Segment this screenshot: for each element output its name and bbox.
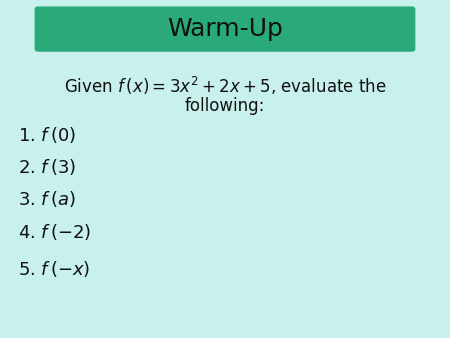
Text: 2. $f\,(3)$: 2. $f\,(3)$ [18,157,76,177]
FancyBboxPatch shape [35,6,415,52]
Text: 4. $f\,(-2)$: 4. $f\,(-2)$ [18,221,91,242]
Text: 3. $f\,(a)$: 3. $f\,(a)$ [18,189,76,210]
Text: Given $f\,(x) = 3x^2 + 2x + 5$, evaluate the: Given $f\,(x) = 3x^2 + 2x + 5$, evaluate… [63,75,387,97]
Text: 1. $f\,(0)$: 1. $f\,(0)$ [18,125,76,145]
Text: Warm-Up: Warm-Up [167,17,283,41]
Text: following:: following: [185,97,265,116]
Text: 5. $f\,(-x)$: 5. $f\,(-x)$ [18,259,90,279]
